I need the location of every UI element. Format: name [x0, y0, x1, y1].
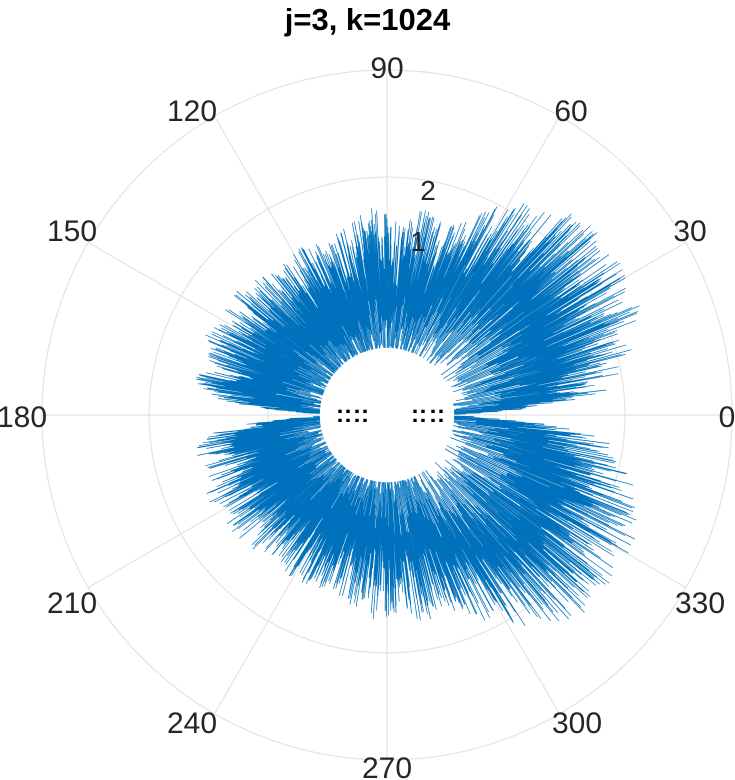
theta-tick-label: 270 [362, 752, 412, 780]
theta-tick-label: 90 [370, 52, 403, 85]
theta-tick-label: 0 [719, 401, 735, 434]
theta-tick-label: 330 [675, 587, 725, 620]
center-marker: :: [336, 401, 352, 428]
chart-title: j=3, k=1024 [284, 2, 451, 37]
center-markers: :::::::: [336, 401, 445, 428]
theta-tick-label: 30 [673, 215, 706, 248]
r-tick-label: 2 [420, 175, 436, 206]
center-marker: :: [353, 401, 369, 428]
inner-hole [319, 347, 455, 483]
hole-disc [319, 347, 455, 483]
theta-tick-label: 210 [47, 587, 97, 620]
tick-labels: 0 30 60 90 120 150 180 210 240 270 300 330 1 2 [0, 52, 735, 780]
theta-tick-label: 150 [47, 215, 97, 248]
theta-tick-label: 300 [552, 707, 602, 740]
center-marker: :: [411, 401, 427, 428]
theta-tick-label: 180 [0, 401, 47, 434]
r-tick-label: 1 [410, 226, 426, 257]
theta-tick-label: 60 [554, 95, 587, 128]
center-marker: :: [429, 401, 445, 428]
theta-tick-label: 240 [167, 707, 217, 740]
theta-tick-label: 120 [167, 95, 217, 128]
